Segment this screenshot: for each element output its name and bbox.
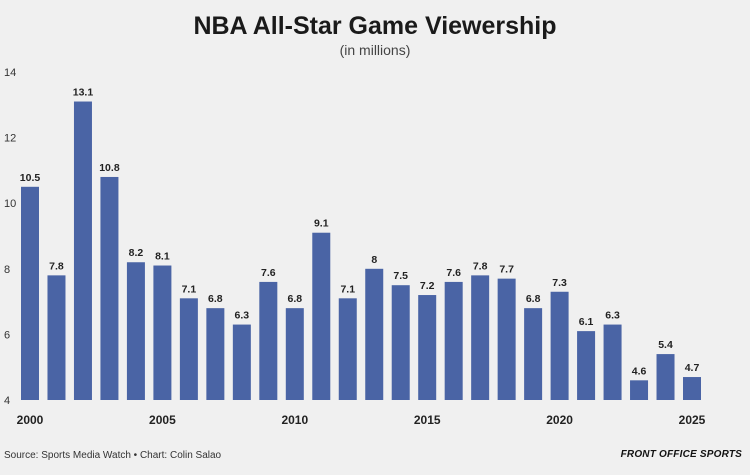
y-tick-label: 14 <box>4 67 16 79</box>
chart-subtitle: (in millions) <box>339 42 411 58</box>
data-label-2025: 4.7 <box>685 362 700 374</box>
y-tick-label: 4 <box>4 395 10 407</box>
data-label-2011: 9.1 <box>314 218 329 230</box>
bar-2015 <box>418 295 437 400</box>
data-label-2021: 6.1 <box>579 316 594 328</box>
data-label-2015: 7.2 <box>420 280 435 292</box>
bar-2011 <box>312 232 331 400</box>
x-tick-label: 2020 <box>546 413 573 427</box>
bar-2000 <box>21 186 39 400</box>
data-label-2012: 7.1 <box>340 283 355 295</box>
y-tick-label: 12 <box>4 133 16 145</box>
data-label-2013: 8 <box>371 254 377 266</box>
y-tick-label: 8 <box>4 264 10 276</box>
bar-2012 <box>338 298 357 400</box>
data-label-2010: 6.8 <box>287 293 302 305</box>
bar-2020 <box>550 291 569 400</box>
bar-2014 <box>391 285 410 400</box>
data-label-2009: 7.6 <box>261 267 276 279</box>
bar-2003 <box>100 176 119 400</box>
data-label-2002: 13.1 <box>73 87 94 99</box>
data-label-2003: 10.8 <box>99 162 120 174</box>
y-tick-label: 6 <box>4 329 10 341</box>
data-label-2022: 6.3 <box>605 310 620 322</box>
data-label-2024: 5.4 <box>658 339 673 351</box>
bar-2013 <box>365 268 384 400</box>
bar-2008 <box>232 324 251 400</box>
x-tick-label: 2005 <box>149 413 176 427</box>
bar-2017 <box>471 275 490 400</box>
data-label-2006: 7.1 <box>182 283 197 295</box>
bar-2022 <box>603 324 622 400</box>
bar-2007 <box>206 308 225 400</box>
data-label-2023: 4.6 <box>632 365 647 377</box>
bar-2021 <box>577 331 596 400</box>
data-label-2017: 7.8 <box>473 260 488 272</box>
bar-2019 <box>524 308 543 400</box>
bar-2024 <box>656 354 675 400</box>
data-label-2005: 8.1 <box>155 251 170 263</box>
bar-2004 <box>126 262 145 400</box>
data-label-2019: 6.8 <box>526 293 541 305</box>
bar-2016 <box>444 281 463 400</box>
data-label-2018: 7.7 <box>499 264 514 276</box>
data-label-2016: 7.6 <box>446 267 461 279</box>
bar-2023 <box>630 380 649 400</box>
bar-2006 <box>179 298 198 400</box>
bar-2001 <box>47 275 66 400</box>
x-tick-label: 2025 <box>679 413 706 427</box>
data-label-2004: 8.2 <box>129 247 144 259</box>
source-credit: Source: Sports Media Watch • Chart: Coli… <box>4 450 222 461</box>
bar-2010 <box>285 308 304 400</box>
data-label-2020: 7.3 <box>552 277 567 289</box>
y-tick-label: 10 <box>4 198 16 210</box>
data-label-2001: 7.8 <box>49 260 64 272</box>
x-tick-label: 2010 <box>281 413 308 427</box>
x-tick-label: 2000 <box>17 413 44 427</box>
data-label-2014: 7.5 <box>393 270 408 282</box>
bar-2002 <box>73 101 92 401</box>
chart-title: NBA All-Star Game Viewership <box>193 12 557 40</box>
bar-2018 <box>497 278 516 400</box>
data-label-2000: 10.5 <box>20 172 41 184</box>
bar-2005 <box>153 265 172 400</box>
bar-2009 <box>259 281 278 400</box>
bar-2025 <box>683 377 701 400</box>
brand-logo-text: FRONT OFFICE SPORTS <box>620 449 742 460</box>
x-tick-label: 2015 <box>414 413 441 427</box>
data-label-2008: 6.3 <box>235 310 250 322</box>
data-label-2007: 6.8 <box>208 293 223 305</box>
